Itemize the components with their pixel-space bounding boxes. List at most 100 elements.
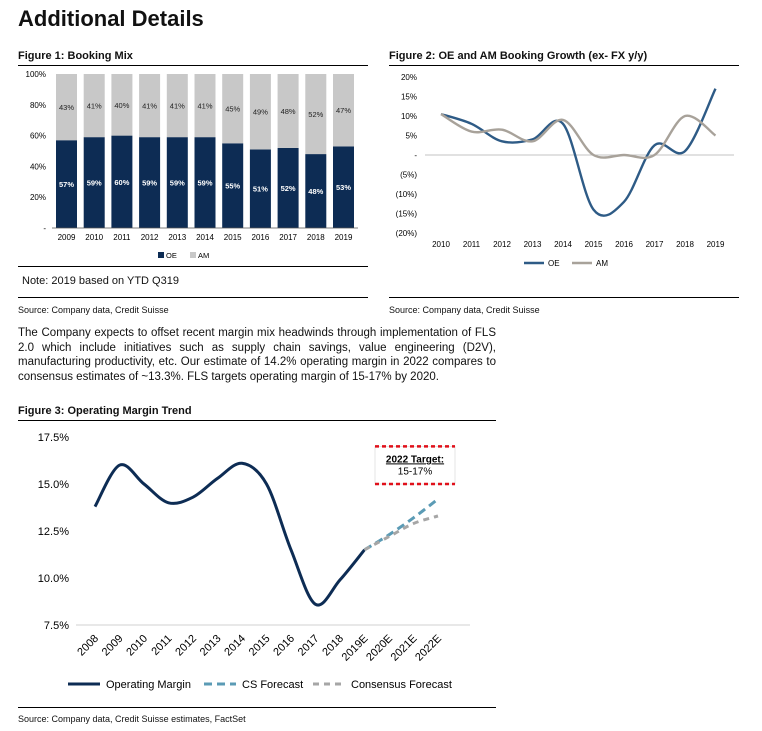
figure1-label-am: 45% (225, 105, 240, 114)
figure2-chart: 20% 15% 10% 5% - (5%) (10%) (15%) (20%) 2010 2011 2… (396, 73, 734, 268)
figure2-x-tick: 2015 (585, 240, 603, 249)
figure1-bar-oe (166, 137, 188, 228)
figure1-x-tick: 2017 (279, 233, 297, 242)
figure1-bar-oe (83, 137, 105, 228)
figure3-x-tick: 2022E (413, 633, 444, 664)
figure1-source-rule (18, 297, 368, 298)
figure3-target-range: 15-17% (398, 466, 433, 477)
figure3-legend-label: Consensus Forecast (351, 679, 452, 691)
figure1-label-am: 41% (197, 102, 212, 111)
figure1-x-tick: 2016 (252, 233, 270, 242)
figure1-bar-am (249, 74, 271, 150)
figure1-y-tick: 40% (30, 162, 46, 171)
figure2-legend-label: OE (548, 259, 560, 268)
figure1-label-am: 40% (114, 101, 129, 110)
figure2-source: Source: Company data, Credit Suisse (389, 305, 540, 315)
figure2-x-tick: 2018 (676, 240, 694, 249)
figure2-y-tick: 5% (405, 132, 417, 141)
figure1-bar-oe (277, 147, 299, 228)
figure2-y-tick: (5%) (400, 171, 417, 180)
figure2-x-tick: 2011 (463, 240, 481, 249)
figure2-y-tick: (10%) (396, 190, 418, 199)
figure1-label-am: 41% (142, 102, 157, 111)
figure2-y-tick: 20% (401, 73, 417, 82)
figure1-x-tick: 2011 (113, 233, 131, 242)
figure2-y-tick: (20%) (396, 229, 418, 238)
figure3-source-rule (18, 707, 496, 708)
figure1-label-oe: 59% (87, 179, 102, 188)
figure1-label-oe: 59% (170, 179, 185, 188)
figure1-legend-label: OE (166, 251, 177, 260)
figure3-source: Source: Company data, Credit Suisse esti… (18, 714, 246, 724)
figure1-bar-am (222, 74, 244, 144)
figure1-bar-am (305, 74, 327, 155)
figure2-x-tick: 2017 (646, 240, 664, 249)
figure2-line-oe (440, 88, 717, 217)
figure1-label-am: 47% (336, 106, 351, 115)
figure1-bar-am (56, 74, 77, 141)
figure1-source: Source: Company data, Credit Suisse (18, 305, 169, 315)
figure1-bar-oe (249, 149, 271, 228)
figure1-label-am: 43% (59, 103, 74, 112)
figure2-y-tick: 10% (401, 112, 417, 121)
figure1-x-tick: 2009 (58, 233, 76, 242)
figure1-label-am: 49% (253, 108, 268, 117)
figure3-target-title: 2022 Target: (386, 454, 444, 465)
figure2-x-tick: 2010 (432, 240, 450, 249)
figure2-y-tick: 15% (401, 93, 417, 102)
figure3-line-operating-margin (93, 461, 366, 607)
figure3-legend-label: Operating Margin (106, 679, 191, 691)
figure3-legend-label: CS Forecast (242, 679, 303, 691)
figure1-x-tick: 2018 (307, 233, 325, 242)
figure3-x-tick: 2021E (389, 633, 420, 664)
figure1-title-rule (18, 65, 368, 66)
page-title: Additional Details (18, 6, 204, 31)
figure3-y-tick: 17.5% (38, 432, 69, 444)
figure3-title: Figure 3: Operating Margin Trend (18, 405, 192, 417)
figure3-x-tick: 2016 (271, 633, 297, 659)
figure1-bar-oe (194, 137, 216, 228)
figure3-y-tick: 12.5% (38, 526, 69, 538)
figure2-x-tick: 2016 (615, 240, 633, 249)
figure1-bar-oe (56, 140, 77, 228)
figure1-title: Figure 1: Booking Mix (18, 50, 133, 62)
figure1-bar-am (333, 74, 354, 147)
figure1-legend-swatch (158, 252, 164, 258)
figure3-x-tick: 2013 (198, 633, 224, 659)
figure2-legend-label: AM (596, 259, 608, 268)
figure3-y-tick: 15.0% (38, 479, 69, 491)
figure1-legend-label: AM (198, 251, 209, 260)
figure1-bar-oe (222, 143, 244, 228)
figure1-bar-oe (333, 146, 354, 228)
figure1-bottom-rule (18, 266, 368, 267)
figure1-label-oe: 59% (197, 179, 212, 188)
figure1-label-oe: 60% (114, 178, 129, 187)
figure1-bar-oe (139, 137, 161, 228)
figure1-label-oe: 51% (253, 185, 268, 194)
figure1-x-tick: 2010 (85, 233, 103, 242)
figure3-line-cs-forecast (363, 497, 439, 552)
figure2-y-tick: (15%) (396, 210, 418, 219)
figure1-bar-am (194, 74, 216, 138)
figure1-bar-oe (111, 135, 133, 228)
figure3-y-tick: 10.0% (38, 573, 69, 585)
figure1-x-tick: 2015 (224, 233, 242, 242)
figure1-label-oe: 53% (336, 183, 351, 192)
figure1-label-oe: 59% (142, 179, 157, 188)
figure2-x-tick: 2019 (707, 240, 725, 249)
figure3-line-consensus-forecast (363, 514, 439, 552)
figure1-bar-am (83, 74, 105, 138)
figure3-x-tick: 2017 (296, 633, 322, 659)
figure2-x-tick: 2013 (524, 240, 542, 249)
figure2-title: Figure 2: OE and AM Booking Growth (ex- … (389, 50, 648, 62)
figure3-chart: 17.5% 15.0% 12.5% 10.0% 7.5% 2022 Target:15-1… (38, 432, 470, 691)
figure1-note: Note: 2019 based on YTD Q319 (22, 275, 179, 287)
figure2-title-rule (389, 65, 739, 66)
figure1-y-tick: 20% (30, 193, 46, 202)
figure3-x-tick: 2008 (75, 633, 101, 659)
figure3-x-tick: 2019E (340, 633, 371, 664)
figure1-label-am: 52% (308, 110, 323, 119)
figure1-label-oe: 57% (59, 180, 74, 189)
figure2-line-am (440, 113, 717, 160)
figure1-x-tick: 2019 (335, 233, 353, 242)
